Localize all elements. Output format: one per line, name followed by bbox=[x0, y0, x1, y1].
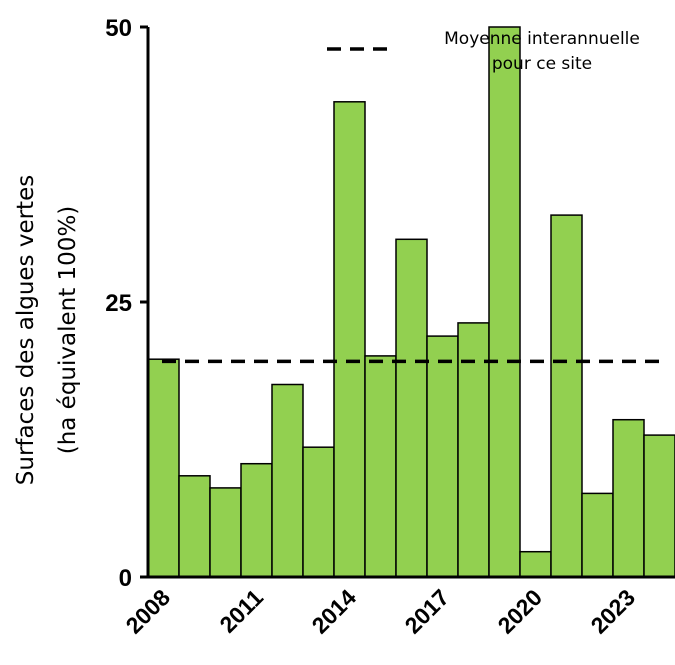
bar-2010 bbox=[209, 487, 242, 578]
bar-2018 bbox=[457, 322, 490, 578]
y-tick-label: 50 bbox=[105, 15, 132, 42]
bar-2015 bbox=[364, 355, 397, 578]
x-ticks-group: 2008 2011 2014 2017 2020 2023 bbox=[120, 584, 640, 639]
bar-2020 bbox=[519, 550, 552, 578]
x-tick-label: 2017 bbox=[399, 584, 454, 639]
bar-2016 bbox=[395, 238, 428, 578]
y-ticks-group: 0 25 50 bbox=[105, 15, 148, 592]
bar-2019 bbox=[488, 26, 521, 578]
bar-2021 bbox=[550, 214, 583, 578]
x-tick-label: 2011 bbox=[214, 584, 268, 638]
bar-2017 bbox=[426, 335, 459, 578]
y-tick-label: 0 bbox=[119, 565, 132, 592]
x-tick-label: 2014 bbox=[306, 584, 361, 639]
y-axis-label-line-2: (ha équivalent 100%) bbox=[55, 206, 81, 455]
bar-2008 bbox=[147, 358, 180, 578]
bars-group bbox=[147, 26, 675, 578]
x-tick-label: 2020 bbox=[492, 584, 547, 639]
bar-2011 bbox=[240, 462, 273, 578]
legend: Moyenne interannuelle pour ce site bbox=[327, 29, 640, 74]
legend-label-line-1: Moyenne interannuelle bbox=[444, 29, 640, 49]
bar-2009 bbox=[178, 475, 211, 578]
bar-2023 bbox=[612, 418, 645, 578]
y-axis-label-line-1: Surfaces des algues vertes bbox=[13, 175, 39, 485]
bar-2013 bbox=[302, 446, 335, 578]
y-tick-label: 25 bbox=[105, 290, 132, 317]
bar-2024 bbox=[643, 434, 675, 578]
bar-2014 bbox=[333, 101, 366, 578]
bar-2022 bbox=[581, 492, 614, 578]
x-tick-label: 2023 bbox=[585, 584, 640, 639]
x-tick-label: 2008 bbox=[120, 584, 175, 639]
legend-label-line-2: pour ce site bbox=[492, 54, 592, 74]
bar-2012 bbox=[271, 383, 304, 578]
